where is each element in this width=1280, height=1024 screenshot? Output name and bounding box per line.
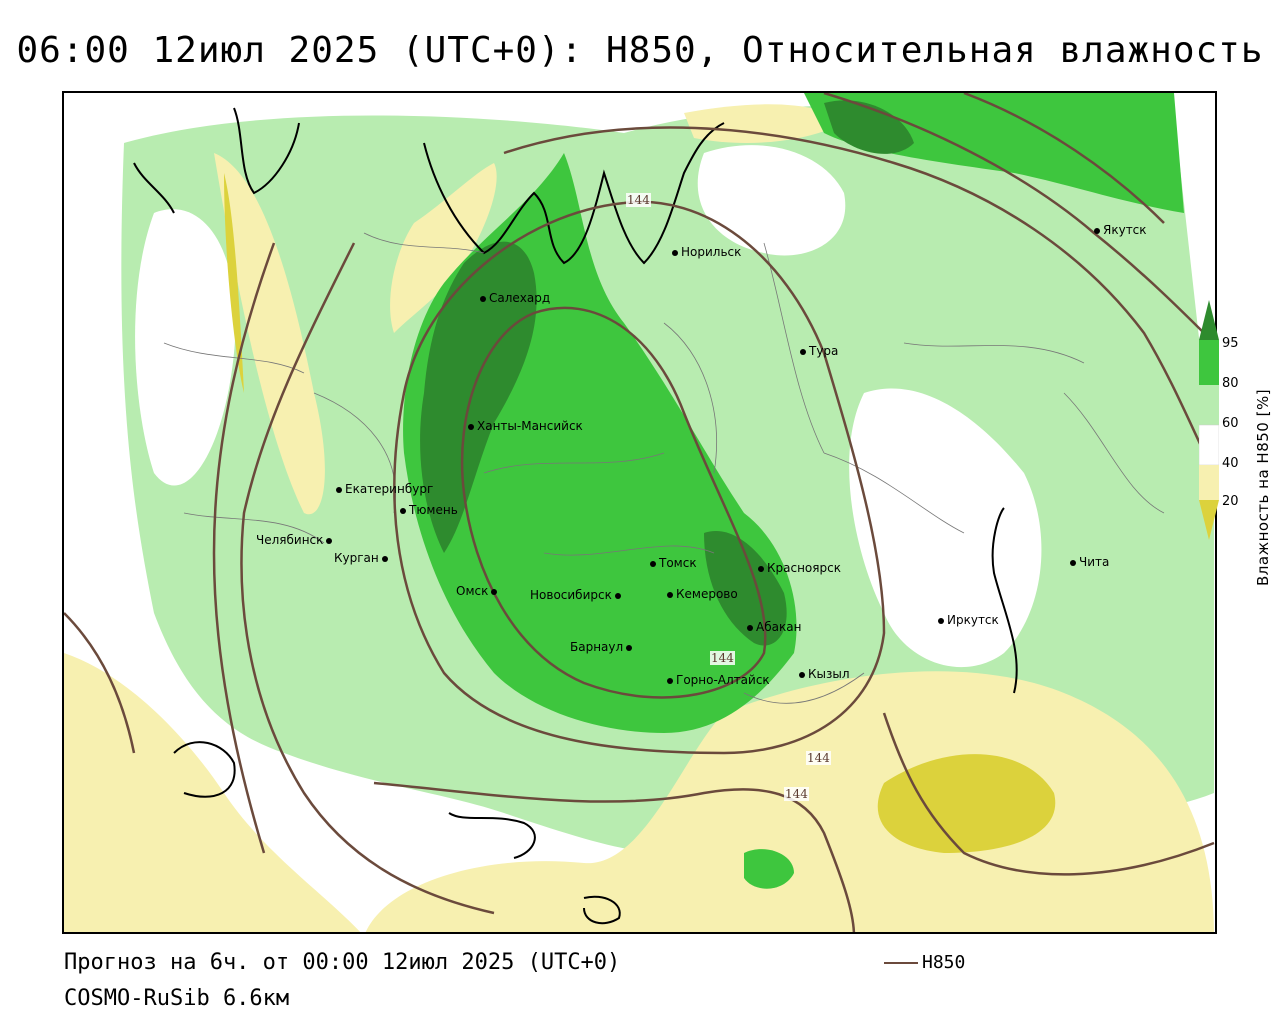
map-frame[interactable]: 144 144 144 144 Якутск Норильск Салехард… (62, 91, 1217, 934)
colorbar-tick: 20 (1222, 494, 1239, 509)
city-chita: Чита (1070, 555, 1109, 569)
humidity-40-60-east (849, 388, 1042, 668)
colorbar-40-60 (1199, 424, 1219, 466)
admin-borders (163, 232, 1165, 704)
contour-sw-segment (64, 612, 136, 754)
city-dot-icon (1070, 559, 1076, 566)
city-chelyabinsk: Челябинск (256, 533, 335, 547)
colorbar (1199, 300, 1219, 540)
city-dot-icon (626, 644, 633, 651)
humidity-above95-core (420, 241, 537, 554)
city-yakutsk: Якутск (1094, 223, 1147, 237)
map-title: 06:00 12июл 2025 (UTC+0): H850, Относите… (16, 30, 1264, 71)
city-dot-icon (468, 423, 474, 430)
city-dot-icon (491, 588, 498, 595)
city-dot-icon (1094, 227, 1100, 234)
city-dot-icon (381, 555, 388, 562)
contour-label: 144 (710, 651, 735, 665)
city-gorno-altaysk: Горно-Алтайск (667, 673, 770, 687)
city-kurgan: Курган (334, 551, 391, 565)
city-tyumen: Тюмень (400, 503, 458, 517)
forecast-info: Прогноз на 6ч. от 00:00 12июл 2025 (UTC+… (64, 950, 621, 975)
colorbar-20-40 (1199, 465, 1219, 500)
colorbar-80-95 (1199, 340, 1219, 385)
contour-nne (963, 93, 1165, 224)
city-dot-icon (326, 537, 333, 544)
humidity-40-60-north (697, 145, 846, 256)
contour-far-west (212, 242, 276, 854)
contour-label: 144 (806, 751, 831, 765)
city-dot-icon (614, 592, 621, 599)
humidity-20-40-northeast (684, 104, 844, 143)
humidity-below20-west (224, 173, 244, 393)
city-novosibirsk: Новосибирск (530, 588, 624, 602)
colorbar-tick: 95 (1222, 336, 1239, 351)
city-dot-icon (747, 624, 753, 631)
city-salekhard: Салехард (480, 291, 550, 305)
city-dot-icon (667, 677, 673, 684)
city-tura: Тура (800, 344, 838, 358)
humidity-20-40-southwest (64, 653, 361, 932)
city-dot-icon (938, 617, 944, 624)
city-omsk: Омск (456, 584, 500, 598)
colorbar-below20-triangle (1199, 500, 1219, 540)
city-dot-icon (400, 507, 406, 514)
humidity-80-95-small (744, 849, 794, 889)
city-yekaterinburg: Екатеринбург (336, 482, 433, 496)
colorbar-above95-triangle (1199, 300, 1219, 340)
humidity-below20-south (877, 754, 1056, 853)
city-kemerovo: Кемерово (667, 587, 738, 601)
city-krasnoyarsk: Красноярск (758, 561, 841, 575)
city-tomsk: Томск (650, 556, 697, 570)
h850-contours (212, 93, 1215, 932)
city-dot-icon (800, 348, 806, 355)
contour-low-outer (393, 200, 886, 755)
contour-legend-label: H850 (922, 952, 966, 973)
map-canvas (64, 93, 1215, 932)
colorbar-tick: 60 (1222, 416, 1239, 431)
city-dot-icon (480, 295, 486, 302)
coastlines (133, 107, 1018, 925)
city-dot-icon (650, 560, 656, 567)
colorbar-tick: 80 (1222, 376, 1239, 391)
contour-ne (823, 93, 1215, 344)
humidity-above95-ne (824, 100, 914, 154)
contour-south (373, 781, 856, 932)
colorbar-60-80 (1199, 385, 1219, 425)
city-norilsk: Норильск (672, 245, 741, 259)
colorbar-tick: 40 (1222, 456, 1239, 471)
city-barnaul: Барнаул (570, 640, 635, 654)
city-khanty-mansiysk: Ханты-Мансийск (468, 419, 583, 433)
contour-low-inner (460, 306, 767, 699)
city-irkutsk: Иркутск (938, 613, 999, 627)
city-abakan: Абакан (747, 620, 801, 634)
contour-legend-line-icon (884, 962, 918, 964)
humidity-20-40-west-band (214, 153, 325, 515)
contour-se (882, 712, 1215, 876)
contour-label: 144 (626, 193, 651, 207)
humidity-above95-east (704, 531, 787, 646)
colorbar-label: Влажность на H850 [%] (1254, 388, 1272, 586)
humidity-40-60-west (135, 209, 236, 486)
contour-label: 144 (784, 787, 809, 801)
city-dot-icon (667, 591, 673, 598)
contour-north (503, 126, 1215, 474)
city-dot-icon (336, 486, 342, 493)
contour-west (240, 242, 495, 915)
city-dot-icon (672, 249, 678, 256)
city-dot-icon (799, 671, 805, 678)
city-dot-icon (758, 565, 764, 572)
city-kyzyl: Кызыл (799, 667, 850, 681)
model-name: COSMO-RuSib 6.6км (64, 986, 290, 1011)
